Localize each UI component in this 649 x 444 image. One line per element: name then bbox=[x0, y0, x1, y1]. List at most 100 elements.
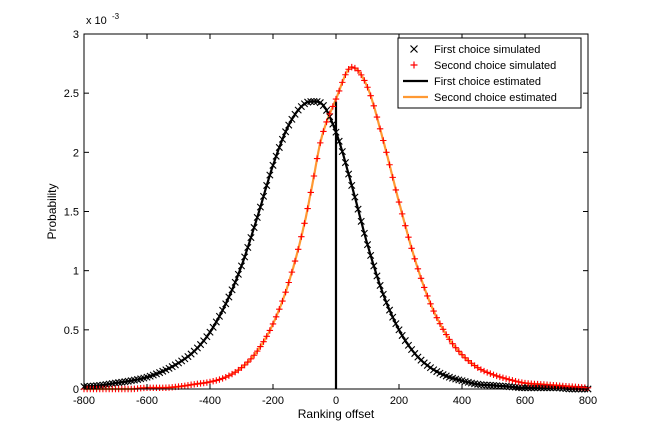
data-point-x bbox=[540, 384, 548, 392]
data-point-x bbox=[234, 270, 242, 278]
data-point-plus bbox=[203, 379, 211, 386]
data-point-plus bbox=[417, 275, 425, 282]
data-point-x bbox=[367, 251, 375, 259]
data-point-plus bbox=[317, 139, 324, 147]
data-point-plus bbox=[408, 245, 415, 252]
data-point-x bbox=[200, 337, 208, 345]
data-point-x bbox=[269, 161, 277, 169]
data-point-x bbox=[360, 229, 368, 237]
data-point-plus bbox=[509, 377, 516, 384]
data-point-plus bbox=[398, 210, 406, 218]
data-point-x bbox=[389, 313, 397, 321]
data-point-x bbox=[363, 241, 372, 249]
data-point-plus bbox=[323, 118, 330, 126]
data-point-plus bbox=[216, 376, 223, 383]
data-point-plus bbox=[301, 220, 308, 227]
data-point-x bbox=[212, 318, 220, 326]
data-point-plus bbox=[282, 288, 289, 296]
data-point-plus bbox=[490, 371, 497, 378]
data-point-plus bbox=[427, 300, 434, 307]
data-point-plus bbox=[238, 364, 245, 371]
data-point-x bbox=[348, 181, 356, 190]
data-point-x bbox=[288, 115, 296, 123]
data-point-plus bbox=[436, 320, 444, 327]
data-point-x bbox=[215, 312, 224, 320]
data-point-plus bbox=[260, 338, 267, 345]
data-point-x bbox=[376, 281, 384, 290]
data-point-plus bbox=[276, 306, 283, 313]
data-point-plus bbox=[354, 67, 362, 74]
data-point-x bbox=[483, 381, 491, 389]
data-point-x bbox=[322, 106, 331, 114]
data-point-plus bbox=[364, 84, 371, 91]
x-tick-label: -800 bbox=[73, 395, 95, 407]
data-point-plus bbox=[213, 377, 220, 384]
data-point-plus bbox=[383, 149, 390, 156]
data-point-plus bbox=[421, 284, 428, 291]
data-point-plus bbox=[272, 313, 280, 321]
data-point-plus bbox=[499, 374, 507, 382]
data-point-plus bbox=[310, 172, 318, 180]
legend: First choice simulated Second choice simu… bbox=[397, 37, 582, 109]
data-point-x bbox=[181, 355, 189, 363]
data-point-plus bbox=[320, 128, 327, 135]
data-point-x bbox=[385, 306, 394, 314]
data-point-plus bbox=[424, 292, 431, 300]
legend-swatch-x bbox=[410, 45, 418, 53]
data-point-plus bbox=[307, 189, 314, 196]
data-point-plus bbox=[446, 336, 453, 343]
data-point-x bbox=[486, 381, 494, 389]
data-point-plus bbox=[291, 257, 299, 265]
data-point-x bbox=[408, 345, 416, 354]
data-point-plus bbox=[480, 367, 488, 375]
data-point-x bbox=[253, 213, 261, 222]
data-point-x bbox=[241, 253, 249, 261]
data-point-plus bbox=[269, 320, 277, 328]
data-point-plus bbox=[348, 63, 355, 71]
data-point-x bbox=[228, 286, 236, 294]
data-point-x bbox=[307, 97, 315, 106]
data-point-plus bbox=[496, 373, 503, 381]
data-point-x bbox=[527, 384, 535, 392]
data-point-plus bbox=[367, 92, 374, 99]
data-point-plus bbox=[433, 314, 440, 321]
y-tick-label: 1.5 bbox=[64, 207, 79, 219]
data-point-x bbox=[351, 193, 359, 201]
data-point-x bbox=[370, 262, 378, 270]
data-point-plus bbox=[241, 361, 248, 369]
data-point-plus bbox=[342, 71, 349, 78]
data-point-x bbox=[206, 328, 214, 336]
data-point-x bbox=[341, 159, 350, 167]
data-point-x bbox=[259, 192, 268, 200]
data-point-x bbox=[401, 337, 409, 345]
data-point-plus bbox=[439, 326, 447, 333]
data-point-x bbox=[278, 135, 287, 143]
legend-label: First choice simulated bbox=[434, 44, 540, 56]
data-point-plus bbox=[430, 307, 437, 315]
data-point-plus bbox=[458, 351, 466, 358]
data-point-x bbox=[338, 147, 346, 156]
legend-label: First choice estimated bbox=[434, 76, 541, 88]
y-axis-label: Probability bbox=[45, 183, 59, 239]
data-point-plus bbox=[257, 343, 264, 350]
data-point-x bbox=[282, 128, 290, 136]
data-point-x bbox=[395, 326, 403, 334]
data-point-x bbox=[499, 382, 507, 390]
data-point-plus bbox=[376, 125, 384, 132]
x-tick-label: -200 bbox=[262, 395, 284, 407]
data-point-x bbox=[332, 128, 340, 136]
data-point-plus bbox=[389, 174, 396, 181]
data-point-plus bbox=[373, 113, 381, 121]
data-point-plus bbox=[304, 205, 311, 212]
data-point-x bbox=[357, 217, 365, 225]
data-point-plus bbox=[370, 102, 377, 109]
data-point-plus bbox=[250, 352, 258, 359]
data-point-plus bbox=[512, 377, 519, 385]
data-point-plus bbox=[395, 198, 403, 206]
data-point-x bbox=[404, 341, 413, 349]
data-point-x bbox=[423, 361, 431, 369]
x-tick-label: 600 bbox=[516, 395, 534, 407]
data-point-x bbox=[477, 381, 485, 389]
